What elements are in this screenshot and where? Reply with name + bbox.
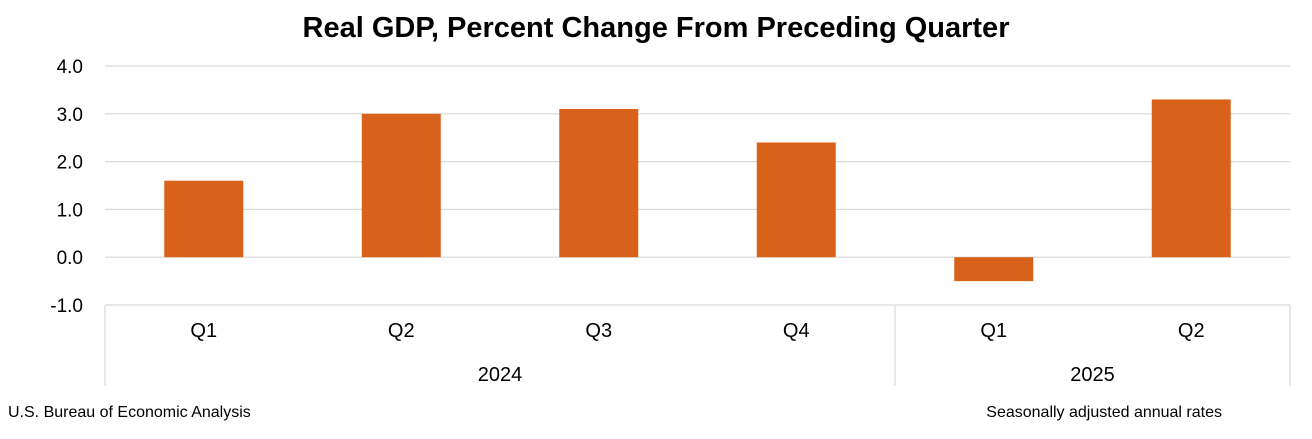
y-tick-label: -1.0 xyxy=(50,296,83,317)
category-label: Q1 xyxy=(190,320,217,342)
y-tick-label: 2.0 xyxy=(57,153,83,174)
bar xyxy=(954,257,1034,282)
source-note: U.S. Bureau of Economic Analysis xyxy=(8,404,251,421)
y-tick-label: 3.0 xyxy=(57,105,83,126)
bar xyxy=(164,180,244,258)
year-group-label: 2024 xyxy=(478,364,523,386)
category-label: Q4 xyxy=(783,320,810,342)
year-group-label: 2025 xyxy=(1070,364,1115,386)
gridlines xyxy=(105,65,1290,306)
bar xyxy=(559,109,639,258)
category-label: Q2 xyxy=(1178,320,1205,342)
category-label: Q1 xyxy=(980,320,1007,342)
bars xyxy=(164,99,1231,282)
y-tick-label: 4.0 xyxy=(57,57,83,78)
y-axis-ticks: 4.0 3.0 2.0 1.0 0.0 -1.0 xyxy=(50,57,83,317)
category-label: Q2 xyxy=(388,320,415,342)
y-tick-label: 0.0 xyxy=(57,248,83,269)
category-axis: Q1 Q2 Q3 Q4 Q1 Q2 2024 2025 xyxy=(104,305,1291,386)
bar xyxy=(361,113,441,258)
seasonal-adjustment-note: Seasonally adjusted annual rates xyxy=(986,404,1222,421)
bar xyxy=(756,142,836,258)
chart-title: Real GDP, Percent Change From Preceding … xyxy=(303,12,1010,44)
category-label: Q3 xyxy=(585,320,612,342)
bar xyxy=(1151,99,1231,258)
y-tick-label: 1.0 xyxy=(57,200,83,221)
